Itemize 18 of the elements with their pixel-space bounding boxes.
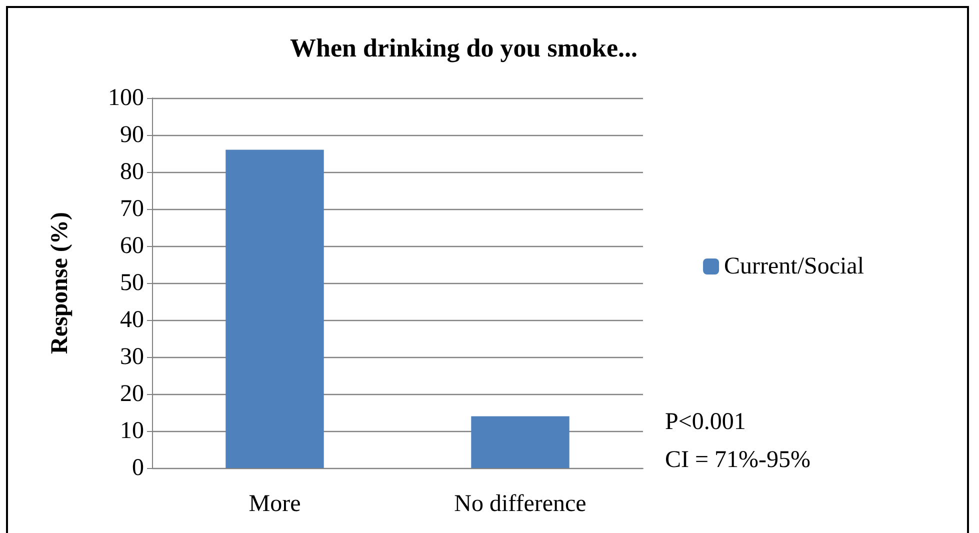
y-tick-label: 100	[108, 85, 144, 111]
x-tick-label: More	[248, 491, 301, 517]
y-tick-label: 10	[120, 418, 144, 444]
y-tick-label: 30	[120, 344, 144, 370]
y-tick-label: 50	[120, 270, 144, 296]
legend-label: Current/Social	[724, 254, 864, 280]
y-tick-label: 60	[120, 233, 144, 259]
y-tick-label: 70	[120, 196, 144, 222]
y-tick-label: 80	[120, 159, 144, 185]
x-tick-label: No difference	[454, 491, 586, 517]
text: P<0.001	[665, 409, 746, 435]
text: CI = 71%-95%	[665, 447, 811, 473]
chart-title: When drinking do you smoke...	[290, 34, 638, 62]
y-tick-label: 20	[120, 381, 144, 407]
y-tick-label: 0	[132, 455, 144, 481]
y-tick-label: 40	[120, 307, 144, 333]
y-tick-label: 90	[120, 122, 144, 148]
y-axis-title: Response (%)	[47, 212, 73, 354]
